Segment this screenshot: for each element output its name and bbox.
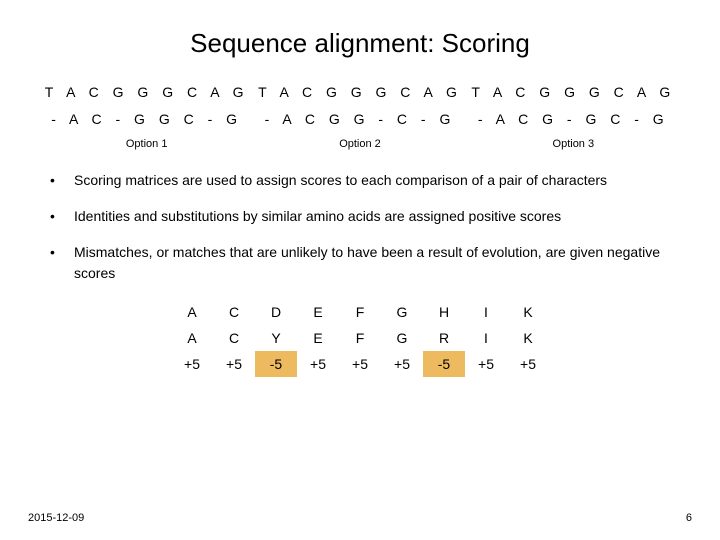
bullet-item: • Mismatches, or matches that are unlike… [50,242,670,285]
seq1: T A C G G G C A G [471,79,675,106]
alignment-row: T A C G G G C A G - A C - G G C - G Opti… [0,79,720,160]
bullet-text: Mismatches, or matches that are unlikely… [74,242,670,285]
cell: +5 [381,351,423,377]
seq1: T A C G G G C A G [45,79,249,106]
option-label: Option 1 [126,138,168,150]
table-row: +5 +5 -5 +5 +5 +5 -5 +5 +5 [171,351,549,377]
cell: +5 [213,351,255,377]
cell: R [423,325,465,351]
cell: H [423,299,465,325]
option-label: Option 2 [339,138,381,150]
bullet-list: • Scoring matrices are used to assign sc… [0,160,720,285]
cell: F [339,325,381,351]
bullet-text: Identities and substitutions by similar … [74,206,561,228]
cell: C [213,325,255,351]
bullet-item: • Scoring matrices are used to assign sc… [50,170,670,192]
cell: E [297,325,339,351]
seq1: T A C G G G C A G [258,79,462,106]
cell: C [213,299,255,325]
alignment-option-2: T A C G G G C A G - A C G G - C - G Opti… [258,79,462,150]
bullet-dot: • [50,170,74,192]
alignment-option-1: T A C G G G C A G - A C - G G C - G Opti… [45,79,249,150]
cell: I [465,299,507,325]
bullet-text: Scoring matrices are used to assign scor… [74,170,607,192]
footer-date: 2015-12-09 [28,512,84,524]
bullet-dot: • [50,242,74,264]
cell-negative: -5 [255,351,297,377]
cell: G [381,325,423,351]
cell: +5 [465,351,507,377]
cell: I [465,325,507,351]
page-title: Sequence alignment: Scoring [0,0,720,79]
bullet-item: • Identities and substitutions by simila… [50,206,670,228]
cell-negative: -5 [423,351,465,377]
cell: K [507,325,549,351]
cell: F [339,299,381,325]
option-label: Option 3 [553,138,595,150]
seq2: - A C G - G C - G [478,106,669,133]
cell: +5 [171,351,213,377]
seq2: - A C G G - C - G [265,106,456,133]
table-row: A C D E F G H I K [171,299,549,325]
cell: A [171,325,213,351]
score-table: A C D E F G H I K A C Y E F G R I K +5 +… [171,299,549,377]
seq2: - A C - G G C - G [51,106,242,133]
cell: D [255,299,297,325]
alignment-option-3: T A C G G G C A G - A C G - G C - G Opti… [471,79,675,150]
footer-page: 6 [686,512,692,524]
cell: A [171,299,213,325]
bullet-dot: • [50,206,74,228]
cell: +5 [507,351,549,377]
cell: E [297,299,339,325]
table-row: A C Y E F G R I K [171,325,549,351]
cell: G [381,299,423,325]
cell: +5 [339,351,381,377]
cell: K [507,299,549,325]
cell: +5 [297,351,339,377]
cell: Y [255,325,297,351]
